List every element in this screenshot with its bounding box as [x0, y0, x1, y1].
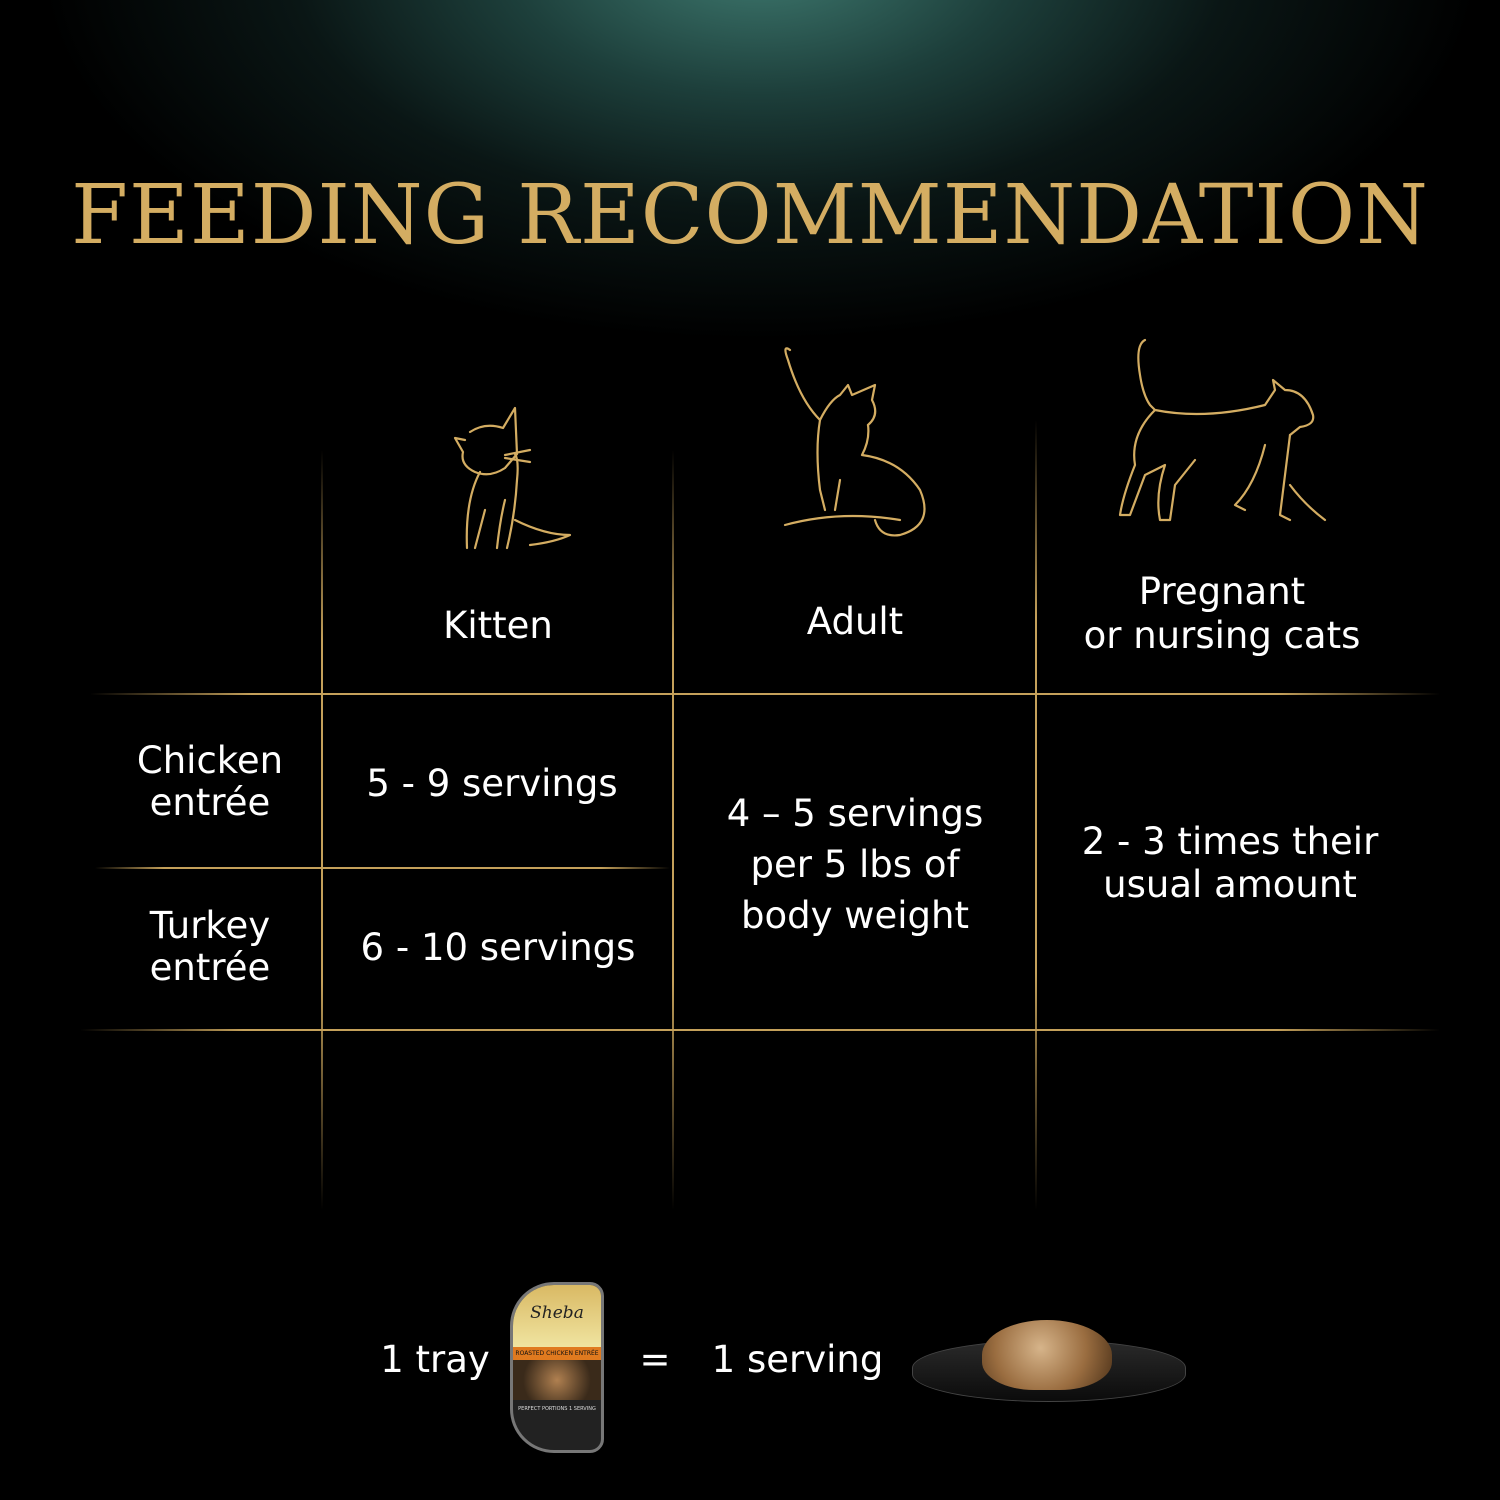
- column-header-kitten: Kitten: [322, 604, 674, 648]
- column-header-adult: Adult: [674, 600, 1036, 644]
- cell-line: 2 - 3 times their: [1081, 820, 1379, 863]
- row-label-chicken: Chicken entrée: [100, 740, 320, 824]
- kitten-icon: [445, 400, 580, 559]
- tray-flavor: ROASTED CHICKEN ENTRÉE: [513, 1347, 601, 1360]
- cell-chicken-kitten: 5 - 9 servings: [366, 762, 618, 805]
- tray-tagline: PERFECT PORTIONS 1 SERVING: [518, 1406, 596, 1412]
- cell-adult: 4 – 5 servings per 5 lbs of body weight: [674, 788, 1036, 941]
- header-label: Adult: [806, 600, 904, 643]
- food-plate-image: [912, 1320, 1186, 1402]
- cell-line: 4 – 5 servings: [726, 792, 984, 835]
- header-label: Kitten: [443, 604, 553, 647]
- row-label-line: entrée: [149, 781, 271, 824]
- header-label: or nursing cats: [1083, 614, 1361, 657]
- cell-line: body weight: [740, 894, 970, 937]
- brand-logo: Sheba: [530, 1303, 584, 1323]
- header-label: Pregnant: [1138, 570, 1306, 613]
- column-header-pregnant: Pregnant or nursing cats: [1037, 570, 1407, 658]
- page-title: FEEDING RECOMMENDATION: [71, 168, 1429, 263]
- cell-line: per 5 lbs of: [750, 843, 960, 886]
- grid-divider: [80, 1029, 1440, 1031]
- row-label-turkey: Turkey entrée: [100, 905, 320, 989]
- tray-food: [513, 1360, 601, 1400]
- grid-divider: [672, 450, 674, 1210]
- tray-label-top: Sheba: [513, 1285, 601, 1347]
- grid-divider: [90, 693, 1440, 695]
- footer-serving-label: 1 serving: [711, 1338, 884, 1381]
- row-label-line: entrée: [149, 946, 271, 989]
- row-label-line: Turkey: [149, 904, 271, 947]
- walking-cat-icon: [1115, 335, 1330, 534]
- cell-turkey-kitten: 6 - 10 servings: [360, 926, 636, 969]
- equals-sign: =: [639, 1338, 671, 1381]
- food: [982, 1320, 1112, 1390]
- cell-pregnant: 2 - 3 times their usual amount: [1045, 820, 1415, 906]
- grid-divider: [1035, 420, 1037, 1210]
- cell-line: usual amount: [1103, 863, 1357, 906]
- grid-divider: [321, 450, 323, 1210]
- row-label-line: Chicken: [136, 739, 284, 782]
- footer-tray-label: 1 tray: [380, 1338, 490, 1381]
- adult-cat-icon: [780, 340, 940, 544]
- tray-product-image: Sheba ROASTED CHICKEN ENTRÉE PERFECT POR…: [510, 1282, 604, 1453]
- grid-divider: [95, 867, 670, 869]
